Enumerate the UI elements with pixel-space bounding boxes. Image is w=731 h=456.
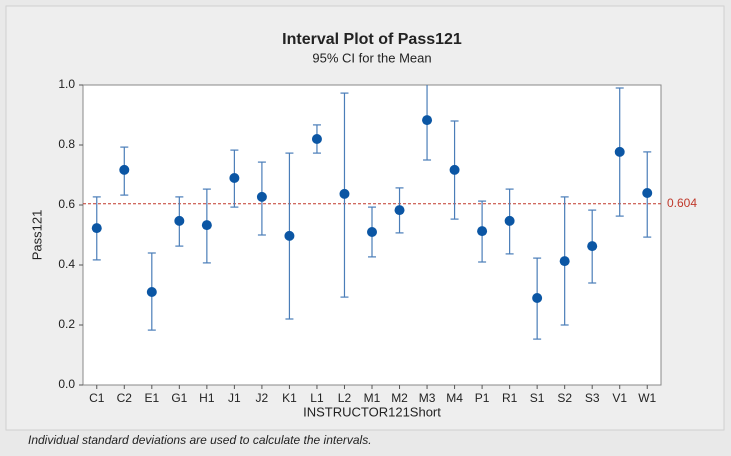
x-tick-label: S3 xyxy=(585,391,600,405)
x-tick-label: W1 xyxy=(638,391,656,405)
y-tick-label: 0.8 xyxy=(58,137,75,151)
y-tick-label: 1.0 xyxy=(58,77,75,91)
plot-content xyxy=(83,85,661,340)
mean-point xyxy=(614,146,625,157)
mean-point xyxy=(229,173,240,183)
x-tick-label: G1 xyxy=(171,391,187,405)
x-tick-label: S1 xyxy=(530,391,545,405)
x-tick-label: J1 xyxy=(228,391,241,405)
x-tick-label: R1 xyxy=(502,391,518,405)
mean-point xyxy=(174,215,185,226)
chart-title: Interval Plot of Pass121 xyxy=(282,31,462,48)
mean-point xyxy=(201,220,212,231)
x-tick-label: M2 xyxy=(391,391,408,405)
mean-point xyxy=(311,134,322,144)
mean-point xyxy=(504,215,515,226)
x-tick-label: L2 xyxy=(338,391,352,405)
mean-point xyxy=(339,188,350,199)
x-tick-label: M3 xyxy=(419,391,436,405)
x-tick-label: M4 xyxy=(446,391,463,405)
y-tick-label: 0.0 xyxy=(58,377,75,391)
x-tick-label: J2 xyxy=(256,391,269,405)
footnote: Individual standard deviations are used … xyxy=(28,433,372,447)
mean-point xyxy=(422,115,433,126)
mean-point xyxy=(119,164,130,175)
x-tick-label: S2 xyxy=(557,391,572,405)
chart-subtitle: 95% CI for the Mean xyxy=(312,50,431,65)
x-tick-label: V1 xyxy=(612,391,627,405)
y-tick-label: 0.2 xyxy=(58,317,75,331)
y-tick-label: 0.4 xyxy=(58,257,75,271)
x-axis-label: INSTRUCTOR121Short xyxy=(303,404,441,419)
mean-point xyxy=(91,223,102,234)
x-tick-label: M1 xyxy=(364,391,381,405)
mean-point xyxy=(256,191,267,202)
x-tick-label: H1 xyxy=(199,391,215,405)
x-tick-label: P1 xyxy=(475,391,490,405)
mean-point xyxy=(477,226,488,237)
y-tick-label: 0.6 xyxy=(58,197,75,211)
x-tick-label: L1 xyxy=(310,391,324,405)
x-tick-label: K1 xyxy=(282,391,297,405)
mean-point xyxy=(587,241,598,252)
mean-point xyxy=(394,205,405,216)
mean-point xyxy=(559,256,570,267)
reference-label: 0.604 xyxy=(667,196,697,210)
mean-point xyxy=(284,230,295,241)
y-axis-label: Pass121 xyxy=(29,210,44,261)
mean-point xyxy=(367,227,377,237)
mean-point xyxy=(642,188,653,198)
mean-point xyxy=(146,287,157,297)
mean-point xyxy=(532,293,543,303)
x-tick-label: E1 xyxy=(144,391,159,405)
mean-point xyxy=(449,164,460,175)
x-tick-label: C2 xyxy=(117,391,133,405)
x-tick-label: C1 xyxy=(89,391,105,405)
